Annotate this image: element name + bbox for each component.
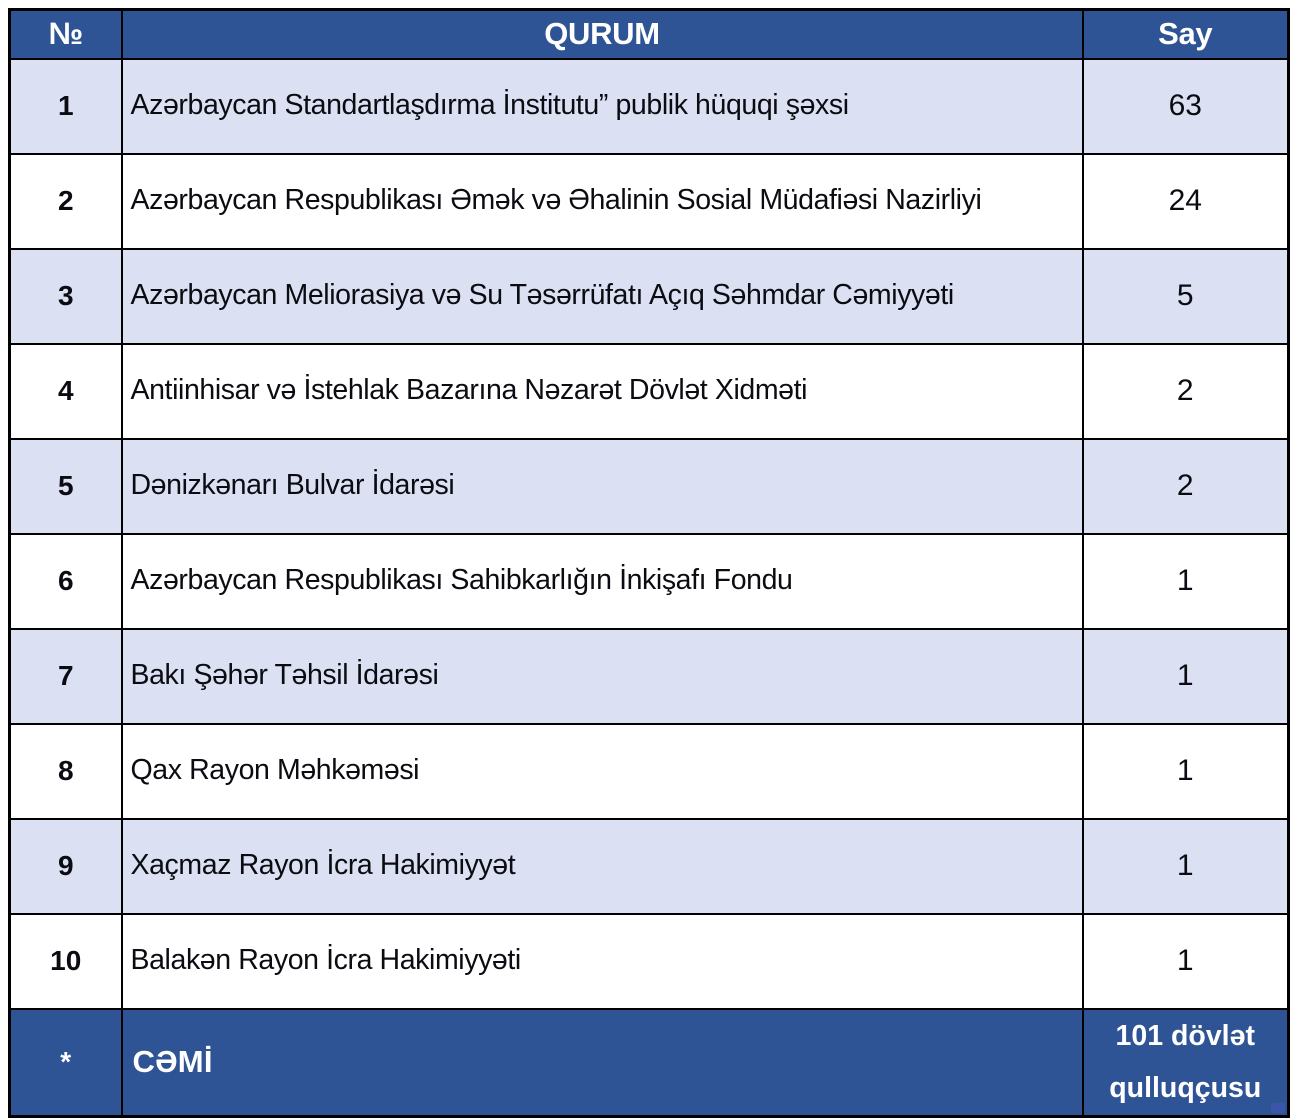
count-value: 1 [1081,627,1290,725]
row-number: 4 [8,342,123,440]
org-name: Azərbaycan Standartlaşdırma İnstitutu” p… [120,57,1084,155]
header-qurum: QURUM [120,8,1084,60]
resize-handle-artifact [1271,1102,1285,1113]
count-value: 1 [1081,817,1290,915]
count-value: 2 [1081,342,1290,440]
table-row: 10 Balakən Rayon İcra Hakimiyyəti 1 [8,912,1290,1010]
table-row: 9 Xaçmaz Rayon İcra Hakimiyyət 1 [8,817,1290,915]
table-row: 1 Azərbaycan Standartlaşdırma İnstitutu”… [8,57,1290,155]
count-value: 2 [1081,437,1290,535]
table-header-row: № QURUM Say [8,8,1290,60]
org-name: Bakı Şəhər Təhsil İdarəsi [120,627,1084,725]
count-value: 24 [1081,152,1290,250]
header-no: № [8,8,123,60]
row-number: 7 [8,627,123,725]
row-number: 5 [8,437,123,535]
row-number: 1 [8,57,123,155]
row-number: 2 [8,152,123,250]
org-name: Azərbaycan Respublikası Əmək və Əhalinin… [120,152,1084,250]
table-row: 3 Azərbaycan Meliorasiya və Su Təsərrüfa… [8,247,1290,345]
table-row: 8 Qax Rayon Məhkəməsi 1 [8,722,1290,820]
count-value: 1 [1081,722,1290,820]
org-name: Antiinhisar və İstehlak Bazarına Nəzarət… [120,342,1084,440]
qurum-table: № QURUM Say 1 Azərbaycan Standartlaşdırm… [8,8,1290,1118]
total-count: 101 dövlət qulluqçusu [1081,1007,1290,1118]
header-say: Say [1081,8,1290,60]
org-name: Azərbaycan Meliorasiya və Su Təsərrüfatı… [120,247,1084,345]
org-name: Qax Rayon Məhkəməsi [120,722,1084,820]
total-marker: * [8,1007,123,1118]
table-row: 2 Azərbaycan Respublikası Əmək və Əhalin… [8,152,1290,250]
count-value: 1 [1081,532,1290,630]
count-value: 1 [1081,912,1290,1010]
table-row: 7 Bakı Şəhər Təhsil İdarəsi 1 [8,627,1290,725]
table-row: 4 Antiinhisar və İstehlak Bazarına Nəzar… [8,342,1290,440]
org-name: Xaçmaz Rayon İcra Hakimiyyət [120,817,1084,915]
row-number: 8 [8,722,123,820]
row-number: 9 [8,817,123,915]
row-number: 6 [8,532,123,630]
total-count-text: 101 dövlət qulluqçusu [1109,1019,1262,1105]
row-number: 3 [8,247,123,345]
table-row: 6 Azərbaycan Respublikası Sahibkarlığın … [8,532,1290,630]
count-value: 63 [1081,57,1290,155]
org-name: Azərbaycan Respublikası Sahibkarlığın İn… [120,532,1084,630]
table-total-row: * CƏMİ 101 dövlət qulluqçusu [8,1007,1290,1118]
count-value: 5 [1081,247,1290,345]
row-number: 10 [8,912,123,1010]
org-name: Balakən Rayon İcra Hakimiyyəti [120,912,1084,1010]
table-row: 5 Dənizkənarı Bulvar İdarəsi 2 [8,437,1290,535]
org-name: Dənizkənarı Bulvar İdarəsi [120,437,1084,535]
total-label: CƏMİ [120,1007,1084,1118]
